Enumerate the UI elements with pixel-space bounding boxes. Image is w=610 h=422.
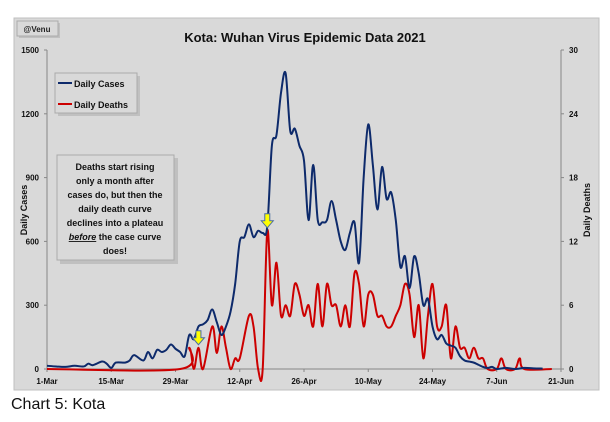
y-axis-label: Daily Cases <box>19 185 29 236</box>
credit-text: @Venu <box>24 25 51 34</box>
x-tick-label: 29-Mar <box>163 377 189 386</box>
legend: Daily Cases Daily Deaths <box>54 72 140 116</box>
x-tick-label: 24-May <box>419 377 447 386</box>
chart-title: Kota: Wuhan Virus Epidemic Data 2021 <box>184 30 426 45</box>
y2-tick-label: 0 <box>569 365 574 374</box>
x-tick-label: 10-May <box>355 377 383 386</box>
y2-tick-label: 12 <box>569 237 578 246</box>
x-tick-label: 1-Mar <box>36 377 57 386</box>
annotation-line: daily death curve <box>78 204 152 214</box>
legend-label-cases: Daily Cases <box>74 79 125 89</box>
y-tick-label: 0 <box>35 365 40 374</box>
y2-tick-label: 24 <box>569 110 578 119</box>
x-tick-label: 21-Jun <box>548 377 574 386</box>
chart-caption: Chart 5: Kota <box>11 396 106 413</box>
series-lines <box>46 70 552 382</box>
y2-tick-label: 18 <box>569 174 578 183</box>
cases-line <box>46 70 543 371</box>
y-tick-label: 900 <box>26 174 40 183</box>
annotation-line: before the case curve <box>69 232 162 242</box>
y-tick-label: 1200 <box>21 110 39 119</box>
annotation-line: cases do, but then the <box>67 190 162 200</box>
x-tick-label: 15-Mar <box>98 377 124 386</box>
y-tick-label: 1500 <box>21 46 39 55</box>
y2-tick-label: 6 <box>569 301 574 310</box>
annotation-line: does! <box>103 246 127 256</box>
credit-box <box>16 20 59 37</box>
y2-axis-label: Daily Deaths <box>582 183 592 237</box>
legend-label-deaths: Daily Deaths <box>74 100 128 110</box>
annotation-box: Deaths start rising only a month after c… <box>56 154 178 264</box>
arrows <box>191 213 275 346</box>
x-tick-label: 12-Apr <box>227 377 252 386</box>
y-tick-label: 600 <box>26 237 40 246</box>
down-arrow-icon <box>191 330 206 346</box>
annotation-line: only a month after <box>76 176 155 186</box>
annotation-line: Deaths start rising <box>75 162 154 172</box>
x-tick-label: 7-Jun <box>486 377 507 386</box>
y2-tick-label: 30 <box>569 46 578 55</box>
y-tick-label: 300 <box>26 301 40 310</box>
axes: 0 300 600 900 1200 1500 0 6 12 18 24 30 1-Mar 15-Mar 2… <box>21 46 578 386</box>
annotation-line: declines into a plateau <box>67 218 164 228</box>
down-arrow-icon <box>260 213 275 229</box>
deaths-line <box>46 229 552 382</box>
x-tick-label: 26-Apr <box>291 377 316 386</box>
